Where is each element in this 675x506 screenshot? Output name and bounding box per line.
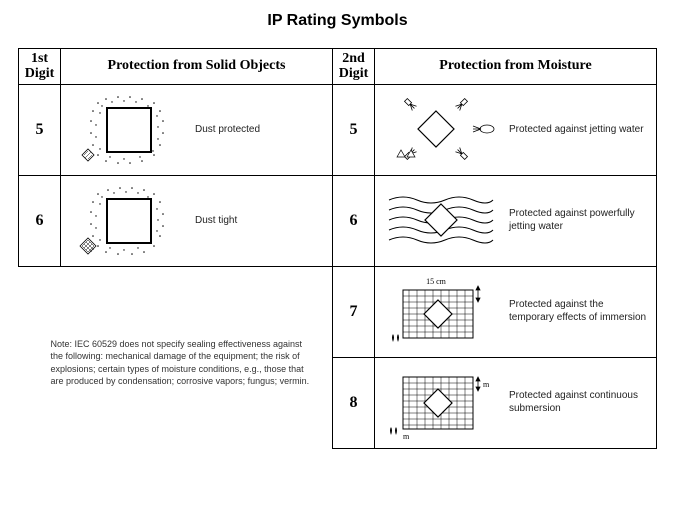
solid-digit-5: 5 <box>19 84 61 175</box>
table-row: Note: IEC 60529 does not specify sealing… <box>19 266 657 357</box>
table-row: 5 <box>19 84 657 175</box>
solid-desc-6: Dust tight <box>195 215 237 228</box>
header-digit1: 1st Digit <box>19 49 61 85</box>
depth-label-15cm: 15 cm <box>426 277 447 286</box>
continuous-submersion-icon: m m <box>381 364 501 442</box>
solid-cell-6: Dust tight <box>61 175 333 266</box>
ip-rating-table: 1st Digit Protection from Solid Objects … <box>18 48 657 449</box>
powerful-jetting-icon <box>381 182 501 260</box>
moist-desc-6: Protected against powerfully jetting wat… <box>509 208 650 233</box>
dust-protected-icon <box>67 91 187 169</box>
moist-digit-6: 6 <box>333 175 375 266</box>
header-digit2: 2nd Digit <box>333 49 375 85</box>
moist-digit-5: 5 <box>333 84 375 175</box>
moist-digit-7: 7 <box>333 266 375 357</box>
header-moist: Protection from Moisture <box>375 49 657 85</box>
jetting-water-icon <box>381 91 501 169</box>
moist-cell-8: m m Protected against continuous submers… <box>375 357 657 448</box>
temporary-immersion-icon: 15 cm <box>381 273 501 351</box>
header-solid: Protection from Solid Objects <box>61 49 333 85</box>
svg-text:m: m <box>403 432 410 441</box>
moist-desc-5: Protected against jetting water <box>509 124 644 137</box>
iec-note: Note: IEC 60529 does not specify sealing… <box>19 266 333 448</box>
table-row: 6 <box>19 175 657 266</box>
solid-desc-5: Dust protected <box>195 124 260 137</box>
page-title: IP Rating Symbols <box>0 0 675 38</box>
moist-cell-7: 15 cm Protected against the temporary ef… <box>375 266 657 357</box>
header-row: 1st Digit Protection from Solid Objects … <box>19 49 657 85</box>
ip-table-container: 1st Digit Protection from Solid Objects … <box>18 48 657 449</box>
dust-tight-icon <box>67 182 187 260</box>
moist-cell-5: Protected against jetting water <box>375 84 657 175</box>
moist-desc-7: Protected against the temporary effects … <box>509 299 650 324</box>
solid-cell-5: Dust protected <box>61 84 333 175</box>
svg-text:m: m <box>483 380 490 389</box>
solid-digit-6: 6 <box>19 175 61 266</box>
moist-desc-8: Protected against continuous submersion <box>509 390 650 415</box>
moist-digit-8: 8 <box>333 357 375 448</box>
moist-cell-6: Protected against powerfully jetting wat… <box>375 175 657 266</box>
